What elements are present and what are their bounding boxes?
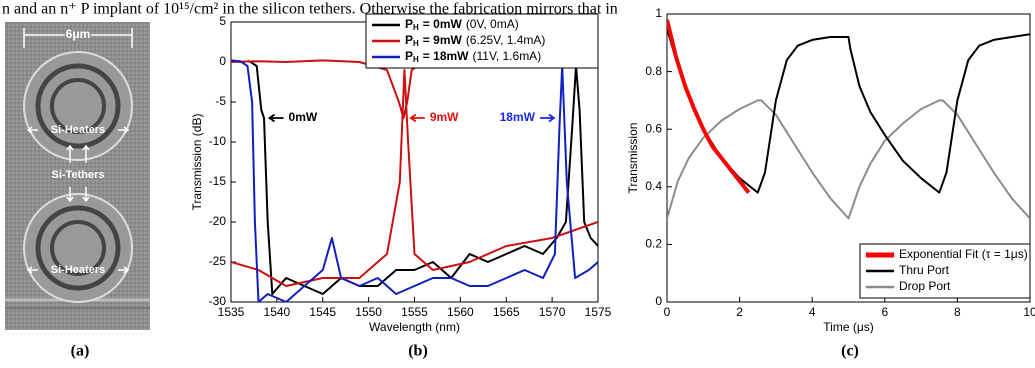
tether-label: Si-Tethers	[52, 169, 105, 181]
legend-label: Drop Port	[899, 279, 951, 293]
sem-image: 6μm Si-Heaters Si-Tethers Si-Heaters	[5, 22, 150, 330]
x-tick-label: 10	[1023, 305, 1035, 319]
x-tick-label: 1540	[264, 305, 291, 319]
legend-detail: (11V, 1.6mA)	[472, 49, 541, 63]
legend-subscript: H	[413, 23, 419, 32]
legend-symbol: P	[405, 49, 413, 63]
annotation: 18mW	[500, 110, 536, 124]
x-axis-label: Time (μs)	[823, 320, 873, 334]
x-tick-label: 0	[664, 305, 671, 319]
annotation: 9mW	[430, 110, 459, 124]
x-tick-label: 1560	[447, 305, 474, 319]
legend-name: = 9mW	[423, 33, 463, 47]
legend-name: = 0mW	[423, 17, 463, 31]
y-tick-label: -10	[209, 134, 227, 148]
legend-detail: (6.25V, 1.4mA)	[466, 33, 546, 47]
legend: PH= 0mW(0V, 0mA)PH= 9mW(6.25V, 1.4mA)PH=…	[366, 14, 598, 68]
x-tick-label: 6	[881, 305, 888, 319]
legend-label: PH = 9mW(6.25V, 1.4mA)	[405, 33, 545, 48]
scale-bar-label: 6μm	[66, 27, 91, 41]
legend-label: Thru Port	[899, 263, 950, 277]
y-tick-label: -25	[209, 254, 227, 268]
annotation: 0mW	[289, 110, 318, 124]
caption: (c)	[841, 343, 859, 360]
y-tick-label: 1	[655, 6, 662, 20]
x-tick-label: 1550	[355, 305, 382, 319]
y-tick-label: 5	[219, 14, 226, 28]
y-tick-label: 0.4	[645, 179, 662, 193]
chart: 0 2 4 6 8 10 0 0.2 0.4 0.6 0.8 1 Time (μs) Transmissi…	[626, 6, 1035, 334]
legend-label: PH = 18mW(11V, 1.6mA)	[405, 49, 541, 64]
legend-name: = 18mW	[423, 49, 469, 63]
legend: Exponential Fit (τ = 1μs) Thru Port Drop P…	[860, 244, 1030, 298]
y-axis-label: Transmission (dB)	[190, 114, 204, 211]
caption: (b)	[408, 343, 428, 360]
legend-symbol: P	[405, 33, 413, 47]
legend-name: Exponential Fit (τ = 1μs)	[899, 247, 1028, 261]
y-tick-label: -15	[209, 174, 227, 188]
x-tick-label: 1570	[539, 305, 566, 319]
figure: n and an n⁺ P implant of 10¹⁵/cm² in the…	[0, 0, 1035, 368]
x-tick-label: 1575	[585, 305, 612, 319]
legend-subscript: H	[413, 39, 419, 48]
x-tick-label: 1565	[493, 305, 520, 319]
y-tick-label: -30	[209, 294, 227, 308]
caption: (a)	[71, 343, 90, 360]
page: n and an n⁺ P implant of 10¹⁵/cm² in the…	[0, 0, 1035, 368]
y-tick-label: 0.8	[645, 64, 662, 78]
legend-symbol: P	[405, 17, 413, 31]
y-tick-label: 0	[655, 294, 662, 308]
y-tick-label: 0	[219, 54, 226, 68]
heater-label: Si-Heaters	[51, 124, 105, 136]
x-tick-label: 8	[954, 305, 961, 319]
legend-detail: (0V, 0mA)	[466, 17, 519, 31]
x-axis-label: Wavelength (nm)	[369, 320, 460, 334]
legend-subscript: H	[413, 55, 419, 64]
legend-name: Drop Port	[899, 279, 951, 293]
x-tick-label: 1545	[309, 305, 336, 319]
y-tick-label: 0.2	[645, 237, 662, 251]
x-tick-label: 2	[736, 305, 743, 319]
y-axis-label: Transmission	[626, 123, 640, 194]
y-tick-label: -20	[209, 214, 227, 228]
legend-label: Exponential Fit (τ = 1μs)	[899, 247, 1028, 261]
y-tick-label: 0.6	[645, 121, 662, 135]
x-tick-label: 4	[809, 305, 816, 319]
heater-label: Si-Heaters	[51, 264, 105, 276]
y-tick-label: -5	[215, 94, 226, 108]
legend-name: Thru Port	[899, 263, 950, 277]
x-tick-label: 1555	[401, 305, 428, 319]
